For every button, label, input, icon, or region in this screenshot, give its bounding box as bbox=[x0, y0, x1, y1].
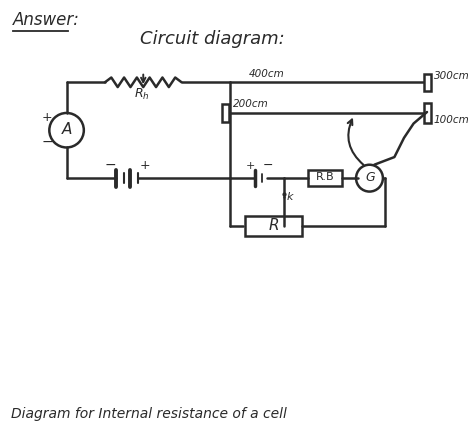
Text: $R_h$: $R_h$ bbox=[134, 87, 149, 102]
Text: 200cm: 200cm bbox=[233, 99, 269, 109]
Text: R.B: R.B bbox=[316, 172, 334, 182]
Text: −: − bbox=[105, 158, 117, 171]
FancyBboxPatch shape bbox=[424, 74, 431, 91]
Text: 300cm: 300cm bbox=[434, 71, 469, 82]
FancyBboxPatch shape bbox=[424, 103, 431, 123]
Text: k: k bbox=[287, 192, 293, 202]
Text: +: + bbox=[42, 111, 52, 124]
Text: R: R bbox=[268, 218, 279, 233]
Text: Diagram for Internal resistance of a cell: Diagram for Internal resistance of a cel… bbox=[11, 407, 287, 421]
FancyBboxPatch shape bbox=[222, 105, 228, 121]
Text: Circuit diagram:: Circuit diagram: bbox=[140, 30, 285, 48]
Text: −: − bbox=[42, 135, 53, 148]
Text: +: + bbox=[139, 159, 150, 171]
Text: +: + bbox=[246, 160, 255, 171]
FancyBboxPatch shape bbox=[308, 171, 342, 186]
Text: 400cm: 400cm bbox=[249, 69, 284, 78]
FancyBboxPatch shape bbox=[245, 217, 302, 236]
Text: A: A bbox=[62, 122, 72, 137]
Text: 100cm: 100cm bbox=[434, 115, 469, 124]
Text: Answer:: Answer: bbox=[13, 11, 80, 29]
Text: G: G bbox=[365, 171, 375, 184]
Text: −: − bbox=[263, 159, 273, 171]
